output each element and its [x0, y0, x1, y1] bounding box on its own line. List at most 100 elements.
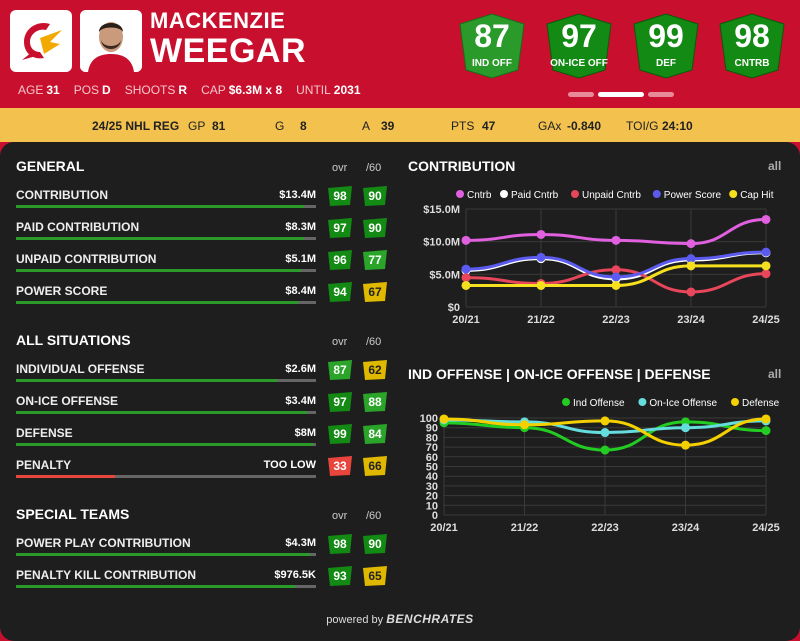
carousel-dot[interactable]	[568, 92, 594, 97]
x-tick-label: 24/25	[752, 314, 780, 326]
section-title: ALL SITUATIONS	[16, 332, 131, 348]
stat-bar-fill	[16, 475, 115, 478]
data-point	[536, 252, 546, 262]
rating-on-ice-off: 97 ON-ICE OFF	[543, 12, 615, 80]
legend-label: On-Ice Offense	[649, 398, 717, 409]
per60-badge: 90	[361, 185, 389, 207]
legend-marker	[562, 398, 570, 406]
stat-value: $4.3M	[285, 537, 316, 549]
legend-marker	[638, 398, 647, 406]
y-tick-label: 70	[426, 442, 438, 454]
y-tick-label: 60	[426, 452, 438, 464]
season-stats-bar: 24/25 NHL REG GP 81 G 8 A 39 PTS 47 GAx …	[0, 108, 800, 142]
contribution-all-link[interactable]: all	[768, 159, 782, 173]
stat-label: DEFENSE	[16, 426, 73, 440]
legend-label: Cntrb	[467, 190, 492, 201]
data-point	[439, 414, 449, 424]
data-point	[536, 229, 546, 239]
y-tick-label: 30	[426, 481, 438, 493]
pts-value: 47	[482, 119, 496, 133]
ovr-badge: 97	[326, 217, 354, 239]
data-point	[761, 214, 771, 224]
data-point	[681, 440, 690, 450]
stat-bar-fill	[16, 379, 277, 382]
footer: powered by BENCHRATES	[0, 612, 800, 626]
ovr-badge: 94	[326, 281, 354, 303]
legend-label: Defense	[742, 398, 780, 409]
bio-age: AGE 31	[18, 83, 60, 97]
data-point	[600, 416, 610, 426]
ovr-column-header: ovr	[332, 336, 348, 348]
bio-shoots: SHOOTS R	[124, 83, 188, 97]
player-photo	[80, 10, 142, 72]
y-tick-label: 90	[426, 423, 438, 435]
player-first-name: MACKENZIE	[150, 8, 286, 33]
carousel-dot[interactable]	[648, 92, 674, 97]
player-last-name: WEEGAR	[150, 32, 306, 70]
a-value: 39	[381, 119, 395, 133]
ovr-badge: 99	[326, 423, 354, 445]
legend-marker	[731, 398, 739, 406]
data-point	[520, 420, 529, 430]
per60-badge: 77	[361, 249, 389, 271]
stat-label: CONTRIBUTION	[16, 188, 108, 202]
legend-label: Unpaid Cntrb	[582, 190, 641, 201]
data-point	[761, 269, 771, 279]
stat-bar-fill	[16, 269, 301, 272]
section-title: SPECIAL TEAMS	[16, 506, 130, 522]
legend-marker	[652, 190, 661, 198]
data-point	[600, 428, 610, 438]
ovr-badge: 98	[326, 533, 354, 555]
ovr-badge: 93	[326, 565, 354, 587]
stat-bar-track	[16, 269, 316, 272]
rating-chart: Ind Offense On-Ice Offense Defense 01020304…	[420, 398, 780, 534]
stat-label: PAID CONTRIBUTION	[16, 220, 140, 234]
per60-column-header: /60	[366, 336, 382, 348]
rating-all-link[interactable]: all	[768, 367, 782, 381]
legend-marker	[571, 190, 579, 198]
ovr-badge: 96	[326, 249, 354, 271]
stat-bar-fill	[16, 301, 298, 304]
stat-label: PENALTY KILL CONTRIBUTION	[16, 568, 196, 582]
y-tick-label: 10	[426, 500, 438, 512]
x-tick-label: 20/21	[452, 314, 480, 326]
stat-bar-fill	[16, 411, 307, 414]
g-value: 8	[300, 119, 307, 133]
toi-value: 24:10	[662, 119, 693, 133]
legend-label: Power Score	[664, 190, 722, 201]
contribution-chart-title: CONTRIBUTION	[408, 158, 516, 174]
player-bio: AGE 31 POS D SHOOTS R CAP $6.3M x 8 UNTIL 203…	[18, 83, 361, 97]
legend-label: Paid Cntrb	[511, 190, 559, 201]
stat-bar-fill	[16, 443, 313, 446]
bio-position: POS D	[73, 83, 111, 97]
gax-value: -0.840	[567, 119, 602, 133]
y-tick-label: 80	[426, 432, 438, 444]
data-point	[461, 273, 471, 283]
y-tick-label: $5.0M	[429, 269, 460, 281]
x-tick-label: 21/22	[527, 314, 555, 326]
ovr-badge: 97	[326, 391, 354, 413]
x-tick-label: 20/21	[430, 522, 458, 534]
data-point	[611, 280, 621, 290]
stat-bar-track	[16, 205, 316, 208]
y-tick-label: 40	[426, 471, 438, 483]
per60-badge: 62	[361, 359, 389, 381]
carousel-dots[interactable]	[568, 92, 674, 97]
gp-value: 81	[212, 119, 226, 133]
per60-badge: 65	[361, 565, 389, 587]
stat-label: POWER PLAY CONTRIBUTION	[16, 536, 191, 550]
data-point	[611, 265, 621, 275]
bio-until: UNTIL 2031	[296, 83, 361, 97]
stat-bar-track	[16, 553, 316, 556]
rating-ind-off: 87 IND OFF	[456, 12, 528, 80]
data-point	[686, 287, 696, 297]
pts-label: PTS	[451, 119, 475, 133]
stat-value: $13.4M	[279, 189, 316, 201]
header: MACKENZIE WEEGAR AGE 31 POS D SHOOTS R CAP $…	[0, 0, 800, 108]
legend-marker	[456, 190, 464, 198]
a-label: A	[362, 119, 371, 133]
per60-badge: 67	[361, 281, 389, 303]
data-point	[536, 280, 546, 290]
carousel-dot-active[interactable]	[598, 92, 644, 97]
data-point	[761, 261, 771, 271]
